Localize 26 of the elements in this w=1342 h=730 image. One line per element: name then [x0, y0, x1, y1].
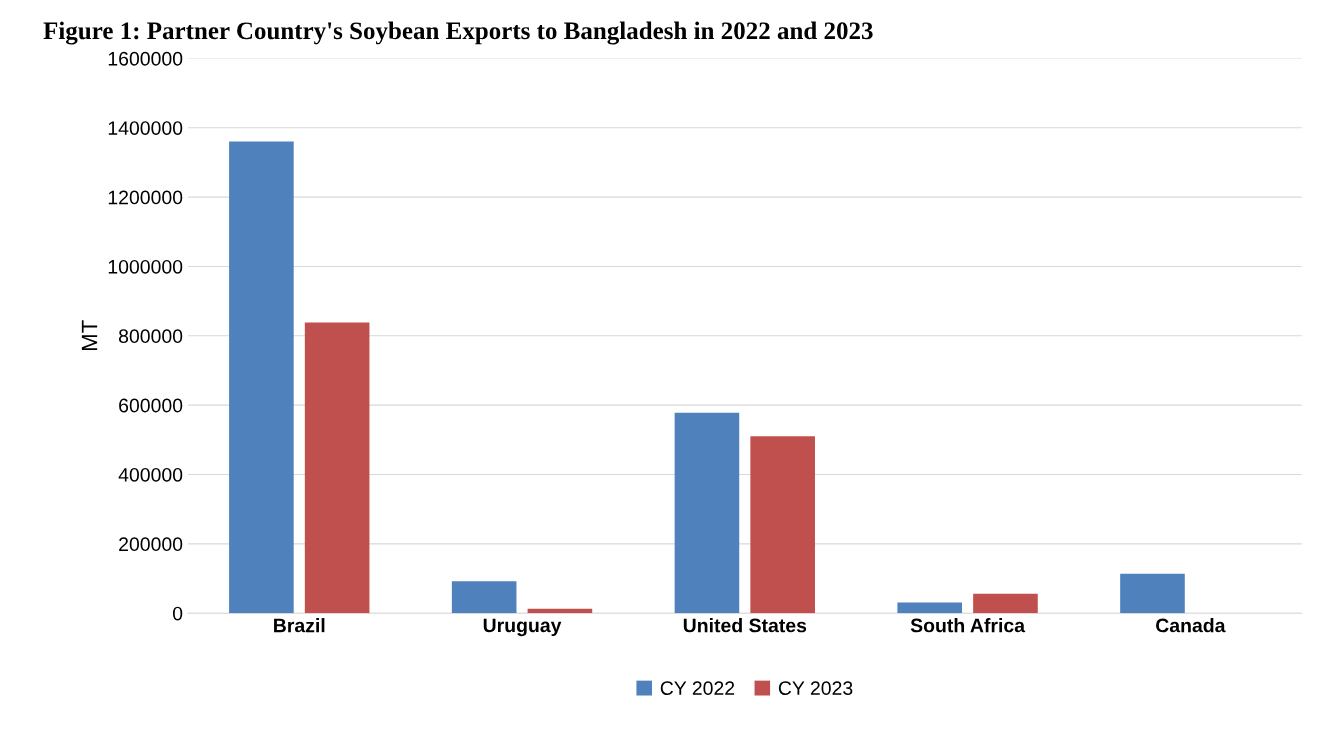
x-tick-label: Canada	[1156, 618, 1226, 633]
y-tick-label: 1600000	[108, 51, 183, 66]
x-tick-label: Uruguay	[483, 618, 562, 637]
x-tick-label: United States	[683, 618, 807, 633]
bar	[674, 412, 740, 614]
y-tick-label: 1400000	[108, 121, 183, 135]
bar	[973, 593, 1038, 614]
y-tick-label: 200000	[119, 537, 183, 552]
y-tick-label: 400000	[118, 467, 183, 482]
legend-label: CY 2023	[778, 681, 853, 696]
y-tick-label: 600000	[119, 398, 183, 413]
y-tick-label: 0	[172, 606, 183, 621]
x-tick-label: Brazil	[274, 618, 325, 633]
x-tick-label: South Africa	[910, 618, 1026, 633]
bar	[451, 581, 517, 614]
bar	[1120, 573, 1185, 614]
bar	[750, 436, 815, 614]
bar	[229, 141, 294, 614]
y-tick-label: 1200000	[108, 190, 183, 205]
y-tick-label: 800000	[118, 329, 183, 344]
y-tick-label: 1000000	[108, 259, 183, 274]
bar	[897, 602, 963, 614]
legend-label: CY 2022	[660, 681, 735, 696]
y-axis-title: MT	[81, 320, 98, 351]
bar	[304, 322, 370, 614]
chart-title: Figure 1: Partner Country's Soybean Exports to Bangladesh in 2022 and 2023	[43, 21, 873, 45]
